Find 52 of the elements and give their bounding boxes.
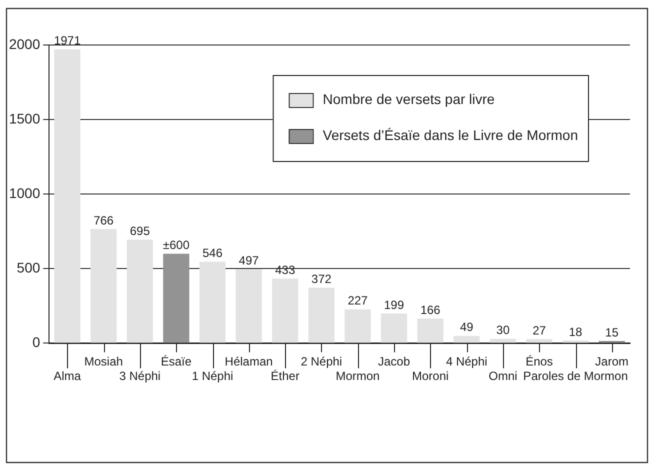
- data-label: 227: [348, 294, 368, 308]
- data-label: 1971: [54, 34, 81, 48]
- bar: [344, 309, 371, 343]
- data-label: 15: [605, 325, 619, 340]
- bar: [272, 278, 298, 343]
- bar: [199, 262, 226, 343]
- data-label: 49: [460, 320, 474, 334]
- data-label: 166: [420, 302, 441, 317]
- x-tick-label: 2 Néphi: [300, 354, 342, 369]
- x-tick-label: Jarom: [595, 354, 629, 369]
- x-tick-label: Paroles de Mormon: [523, 369, 628, 384]
- data-label: ±600: [162, 238, 190, 252]
- y-tick-label: 500: [16, 260, 40, 276]
- bar: [90, 228, 117, 343]
- x-tick-label: Moroni: [412, 369, 449, 384]
- x-tick-label: Éther: [270, 369, 300, 384]
- legend-label: Versets d’Ésaïe dans le Livre de Mormon: [322, 126, 578, 143]
- legend-label: Nombre de versets par livre: [322, 90, 495, 107]
- y-tick-label: 1000: [8, 184, 40, 201]
- bar: [417, 318, 444, 343]
- y-tick-label: 1500: [8, 110, 40, 126]
- data-label: 199: [384, 298, 404, 312]
- x-tick-label: Hélaman: [224, 354, 273, 369]
- bar: [308, 288, 334, 343]
- data-label: 18: [568, 324, 583, 339]
- bar: [490, 338, 516, 343]
- x-tick-label: 3 Néphi: [119, 369, 161, 384]
- x-tick-label: Mormon: [336, 369, 380, 384]
- bar: [236, 269, 262, 343]
- bar: [526, 339, 552, 343]
- x-tick-label: Jacob: [378, 354, 410, 369]
- data-label: 497: [238, 253, 260, 268]
- x-tick-label: Mosiah: [84, 354, 123, 369]
- data-label: 27: [532, 323, 546, 338]
- x-tick-label: 4 Néphi: [446, 354, 488, 369]
- bar: [126, 240, 153, 343]
- y-tick-label: 2000: [8, 36, 40, 52]
- bar: [380, 314, 408, 343]
- data-label: 30: [496, 323, 510, 338]
- data-label: 695: [130, 224, 150, 238]
- x-tick-label: 1 Néphi: [192, 369, 234, 384]
- x-tick-label: Alma: [54, 369, 82, 384]
- data-label: 766: [94, 213, 114, 228]
- data-label: 372: [311, 272, 332, 286]
- x-tick-label: Omni: [488, 369, 518, 384]
- bar: [163, 254, 190, 343]
- y-tick-label: 0: [32, 334, 40, 350]
- bar: [54, 49, 80, 343]
- x-tick-label: Ésaïe: [160, 354, 192, 369]
- data-label: 546: [202, 246, 223, 260]
- x-tick-label: Énos: [526, 354, 553, 369]
- bar: [454, 336, 480, 343]
